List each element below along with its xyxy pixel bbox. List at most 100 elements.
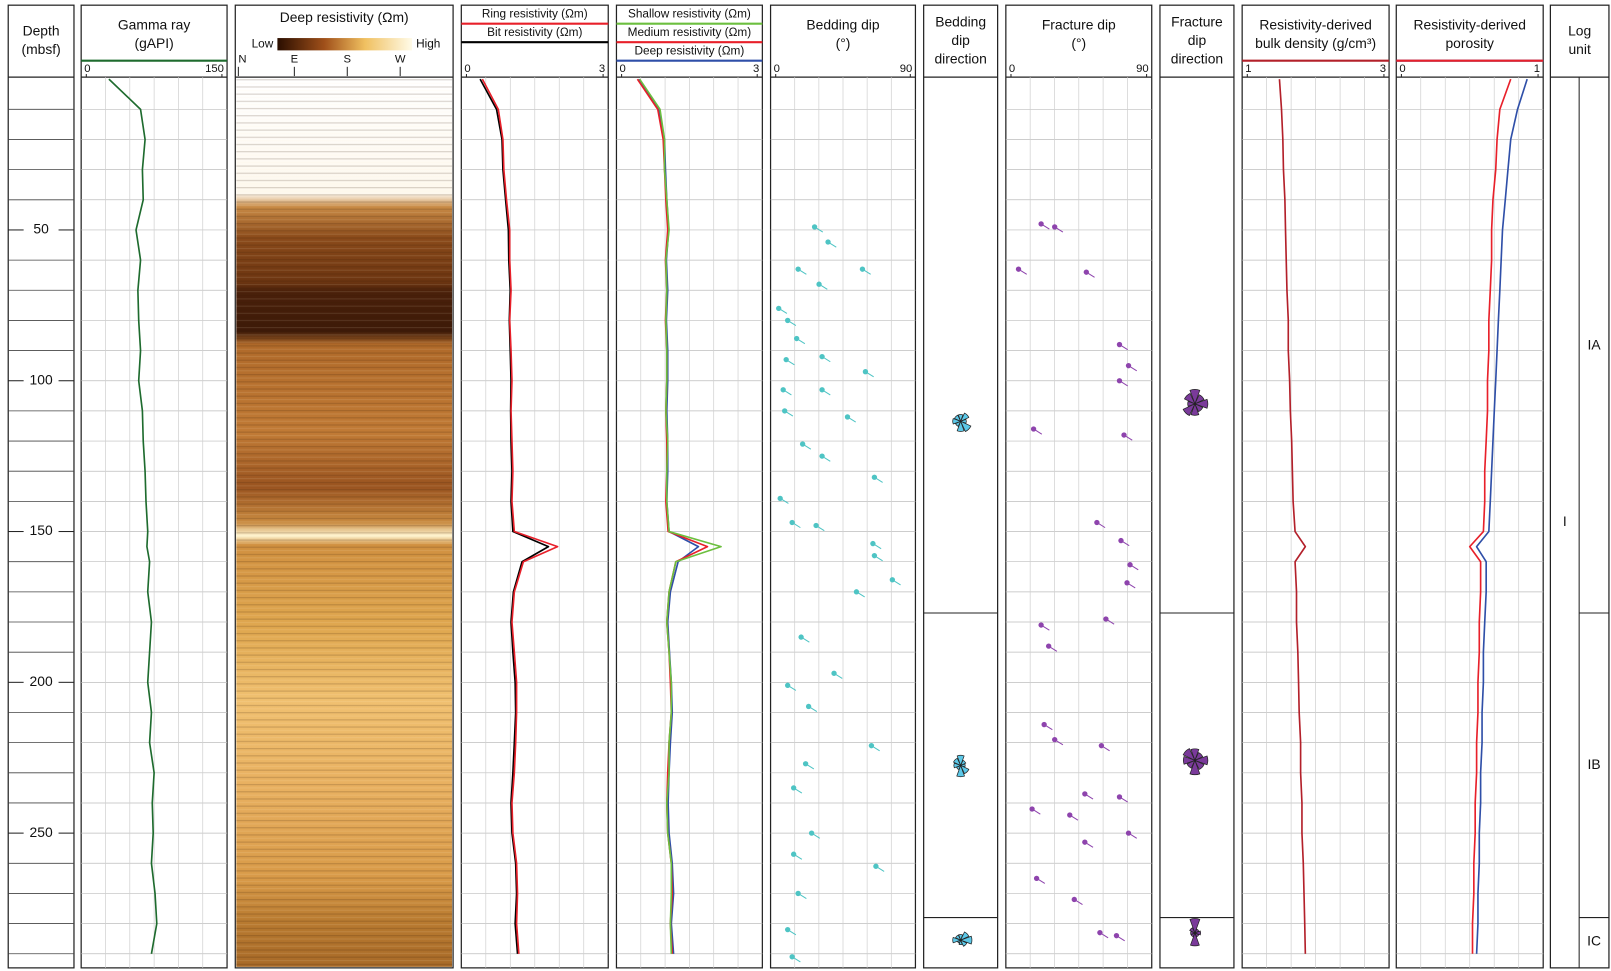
colorbar-label: High	[416, 36, 440, 50]
dip-point	[782, 408, 787, 413]
track-title: Bedding dip	[806, 16, 880, 32]
dip-point	[1038, 221, 1043, 226]
dip-point	[1029, 806, 1034, 811]
x-tick-label: 0	[1009, 63, 1015, 75]
dip-point	[1103, 616, 1108, 621]
dip-point	[1082, 791, 1087, 796]
legend-label: Shallow resistivity (Ωm)	[628, 7, 751, 21]
y-tick-label: 100	[30, 371, 53, 387]
x-tick-label: 1	[1245, 63, 1251, 75]
dip-point	[1046, 643, 1051, 648]
dip-point	[809, 830, 814, 835]
dip-point	[800, 441, 805, 446]
dip-point	[819, 387, 824, 392]
dip-point	[1052, 737, 1057, 742]
dip-point	[803, 761, 808, 766]
track-title: unit	[1568, 41, 1590, 57]
dip-point	[845, 414, 850, 419]
track-title: direction	[1171, 50, 1223, 66]
dip-point	[794, 336, 799, 341]
track-title: Depth	[23, 23, 60, 39]
dip-point	[812, 224, 817, 229]
dip-point	[1117, 378, 1122, 383]
dip-point	[869, 743, 874, 748]
dip-point	[776, 306, 781, 311]
dip-point	[1031, 426, 1036, 431]
dip-point	[872, 553, 877, 558]
dip-point	[1041, 722, 1046, 727]
track-title: Gamma ray	[118, 16, 190, 32]
subunit-label: IB	[1587, 756, 1600, 772]
dip-point	[870, 541, 875, 546]
dip-point	[1114, 933, 1119, 938]
dip-point	[1117, 794, 1122, 799]
dip-point	[1126, 363, 1131, 368]
track-title: Fracture	[1171, 13, 1223, 29]
track-title: Deep resistivity (Ωm)	[280, 9, 409, 25]
track-frame	[1160, 5, 1234, 968]
dip-point	[825, 239, 830, 244]
track-title: (°)	[836, 35, 851, 51]
dip-point	[1084, 269, 1089, 274]
dip-point	[1099, 743, 1104, 748]
legend-label: Bit resistivity (Ωm)	[487, 25, 582, 39]
track-title: dip	[1188, 32, 1207, 48]
dip-point	[778, 496, 783, 501]
dip-point	[785, 683, 790, 688]
legend-label: Ring resistivity (Ωm)	[482, 7, 588, 21]
dip-point	[860, 266, 865, 271]
azimuth-label: S	[343, 54, 351, 66]
y-tick-label: 200	[30, 673, 53, 689]
dip-point	[784, 357, 789, 362]
track-title: Log	[1568, 23, 1591, 39]
dip-point	[1126, 830, 1131, 835]
track-title: direction	[934, 50, 986, 66]
dip-point	[1072, 897, 1077, 902]
dip-point	[1034, 876, 1039, 881]
colorbar	[277, 38, 412, 50]
dip-point	[1097, 930, 1102, 935]
x-tick-label: 1	[1534, 63, 1540, 75]
dip-point	[795, 891, 800, 896]
dip-point	[1127, 562, 1132, 567]
dip-point	[1016, 266, 1021, 271]
dip-point	[1052, 224, 1057, 229]
dip-point	[1082, 839, 1087, 844]
page: {"chart_data": [ {"type": "depth", "titl…	[0, 0, 1611, 971]
dip-point	[819, 354, 824, 359]
dip-point	[819, 453, 824, 458]
dip-point	[872, 475, 877, 480]
dip-point	[831, 671, 836, 676]
track-title: dip	[951, 32, 970, 48]
track-title: bulk density (g/cm³)	[1255, 35, 1376, 51]
x-tick-label: 90	[1136, 63, 1149, 75]
dip-point	[1121, 432, 1126, 437]
dip-point	[816, 282, 821, 287]
dip-point	[863, 369, 868, 374]
legend-label: Deep resistivity (Ωm)	[635, 44, 745, 58]
dip-point	[791, 852, 796, 857]
x-tick-label: 0	[84, 63, 90, 75]
y-tick-label: 150	[30, 522, 53, 538]
track-title: porosity	[1445, 35, 1494, 51]
x-tick-label: 3	[599, 63, 605, 75]
dip-point	[1067, 812, 1072, 817]
track-title: Fracture dip	[1042, 16, 1116, 32]
dip-point	[1094, 520, 1099, 525]
dip-point	[789, 520, 794, 525]
well-log-figure: Depth(mbsf)50100150200250Gamma ray(gAPI)…	[0, 0, 1611, 971]
dip-point	[791, 785, 796, 790]
dip-point	[806, 704, 811, 709]
x-tick-label: 3	[1380, 63, 1386, 75]
x-tick-label: 0	[1399, 63, 1405, 75]
track-title: (gAPI)	[134, 35, 173, 51]
track-title: (mbsf)	[21, 41, 60, 57]
dip-point	[798, 634, 803, 639]
x-tick-label: 0	[464, 63, 470, 75]
track-title: Bedding	[935, 13, 986, 29]
dip-point	[1118, 538, 1123, 543]
dip-point	[785, 927, 790, 932]
dip-point	[890, 577, 895, 582]
azimuth-label: E	[291, 54, 299, 66]
track-frame	[924, 5, 998, 968]
